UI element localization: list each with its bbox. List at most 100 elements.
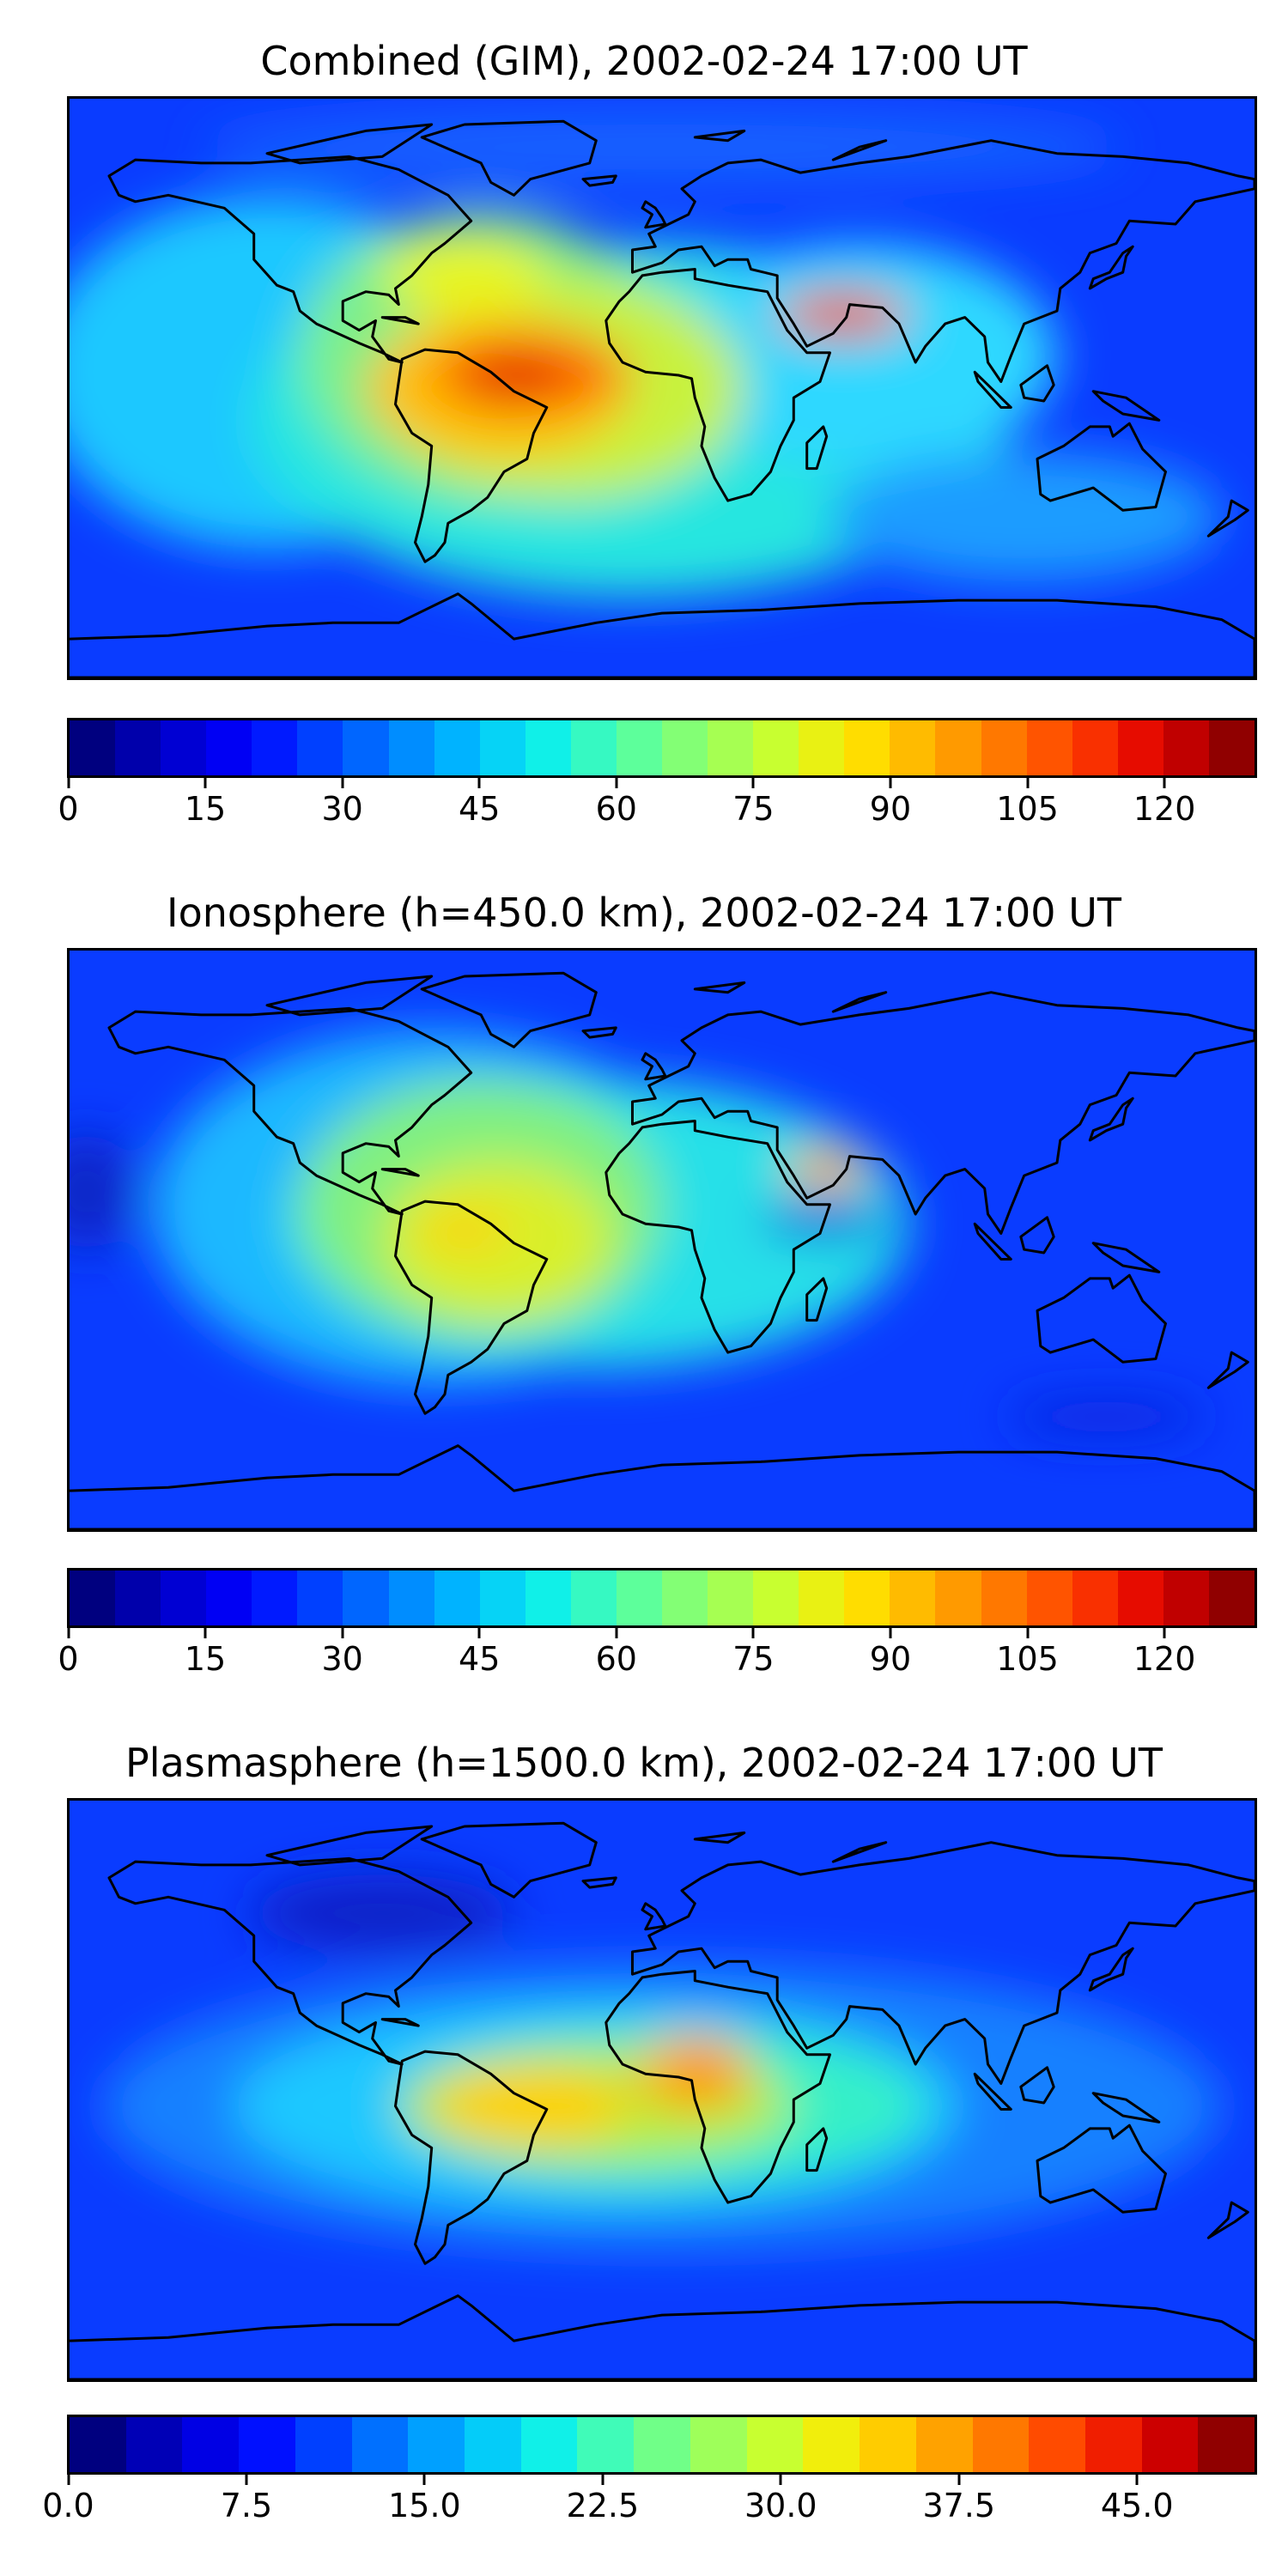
colorbar-segment: [662, 720, 708, 775]
coastline-svalbard: [693, 981, 746, 994]
colorbar-tickmark: [341, 778, 344, 788]
coastline-novaya-zemlya: [831, 991, 888, 1013]
coastline-eurasia: [631, 991, 1255, 1235]
colorbar-segment: [1208, 1571, 1255, 1625]
colorbar-tick-label: 75: [732, 1640, 775, 1678]
colorbar-segment: [1117, 1571, 1163, 1625]
coastline-greenland: [420, 119, 598, 197]
colorbar-tickmark: [67, 1628, 70, 1638]
colorbar-segment: [708, 1571, 754, 1625]
colorbar-tickmark: [67, 778, 70, 788]
field-layer: [70, 108, 1222, 598]
coastline-africa: [605, 1120, 831, 1354]
coastline-uk: [641, 200, 667, 229]
coastline-new-zealand: [1206, 2201, 1249, 2239]
field-blob-8: [1007, 1397, 1206, 1437]
field-blob-4: [415, 1211, 514, 1250]
colorbar-tick-label: 45: [459, 790, 501, 828]
colorbar-segment: [570, 720, 617, 775]
colorbar-segment: [935, 1571, 981, 1625]
colorbar-tick-label: 22.5: [566, 2487, 640, 2524]
map-ionosphere: [67, 948, 1257, 1532]
colorbar-tick-label: 30: [321, 1640, 363, 1678]
coastline-cuba: [380, 2018, 420, 2027]
coastline-madagascar: [805, 1277, 829, 1322]
coastline-svalbard: [693, 129, 746, 143]
colorbar-segment: [708, 720, 754, 775]
coastline-arctic-islands: [265, 1825, 434, 1867]
colorbar-tickmark: [1163, 778, 1166, 788]
coastline-cuba: [380, 1168, 420, 1177]
field-blob-8: [461, 355, 567, 401]
colorbar-tick-label: 60: [595, 790, 637, 828]
coastline-north-america: [107, 1006, 473, 1216]
coastline-sumatra: [973, 1222, 1012, 1261]
coastline-iceland: [581, 1876, 617, 1889]
coastline-new-guinea: [1091, 1242, 1161, 1273]
colorbar-segment: [935, 720, 981, 775]
colorbar-segment: [1026, 1571, 1072, 1625]
colorbar-segment: [434, 720, 480, 775]
colorbar-segment: [662, 1571, 708, 1625]
colorbar-tickmark: [779, 2475, 782, 2485]
colorbar-combined: [67, 718, 1257, 778]
coastline-new-zealand: [1206, 499, 1249, 538]
colorbar-tick-label: 0: [58, 790, 79, 828]
colorbar-segment: [799, 1571, 845, 1625]
coastline-cuba: [380, 316, 420, 325]
colorbar-segment: [161, 720, 207, 775]
coastline-antarctica: [70, 592, 1255, 677]
coastline-south-america: [394, 2050, 549, 2265]
colorbar-segment: [753, 1571, 799, 1625]
map-svg-ionosphere: [70, 951, 1255, 1529]
colorbar-segment: [616, 1571, 663, 1625]
colorbar-segment: [1163, 720, 1209, 775]
colorbar-tick-label: 37.5: [922, 2487, 996, 2524]
panel-title-combined: Combined (GIM), 2002-02-24 17:00 UT: [260, 38, 1028, 84]
colorbar-tickmark: [477, 1628, 481, 1638]
coastline-indonesia-borneo: [1019, 1216, 1055, 1255]
coastline-africa: [605, 1970, 831, 2204]
field-blob-6: [678, 2054, 725, 2087]
colorbar-segment: [1084, 2417, 1142, 2472]
coastline-new-guinea: [1091, 2092, 1161, 2123]
colorbar-tick-label: 90: [869, 1640, 912, 1678]
colorbar-segment: [206, 1571, 252, 1625]
colorbar-segment: [115, 720, 161, 775]
colorbar-tickmark: [615, 1628, 618, 1638]
colorbar-tickmark: [204, 778, 207, 788]
colorbar-tickmark: [1135, 2475, 1139, 2485]
coastline-africa: [605, 268, 831, 502]
colorbar-segment: [844, 720, 890, 775]
coastline-eurasia: [631, 139, 1255, 383]
coastline-antarctica: [70, 2294, 1255, 2379]
field-layer: [70, 1030, 1206, 1437]
colorbar-segment: [295, 2417, 352, 2472]
colorbar-tickmark: [1026, 1628, 1030, 1638]
coastline-australia: [1036, 422, 1167, 512]
colorbar-segment: [1208, 720, 1255, 775]
field-blob-5: [382, 237, 547, 314]
colorbar-segment: [525, 720, 571, 775]
colorbar-tick-label: 120: [1133, 1640, 1196, 1678]
colorbar-tick-label: 0.0: [42, 2487, 94, 2524]
colorbar-segment: [577, 2417, 635, 2472]
coastline-sumatra: [973, 2072, 1012, 2111]
field-blob-12: [201, 108, 1123, 186]
colorbar-tick-label: 7.5: [220, 2487, 273, 2524]
colorbar-ionosphere: [67, 1568, 1257, 1628]
coastline-new-guinea: [1091, 390, 1161, 422]
coastline-antarctica: [70, 1444, 1255, 1529]
coastlines: [70, 971, 1255, 1529]
colorbar-segment: [981, 1571, 1027, 1625]
coastline-greenland: [420, 971, 598, 1048]
coastline-north-america: [107, 1856, 473, 2066]
colorbar-segment: [1072, 720, 1118, 775]
colorbar-tick-label: 15: [184, 790, 227, 828]
map-svg-combined: [70, 99, 1255, 677]
field-blob-5: [787, 1150, 866, 1189]
colorbar-segment: [1029, 2417, 1085, 2472]
colorbar-segment: [297, 1571, 343, 1625]
colorbar-segment: [860, 2417, 916, 2472]
colorbar-segment: [915, 2417, 973, 2472]
